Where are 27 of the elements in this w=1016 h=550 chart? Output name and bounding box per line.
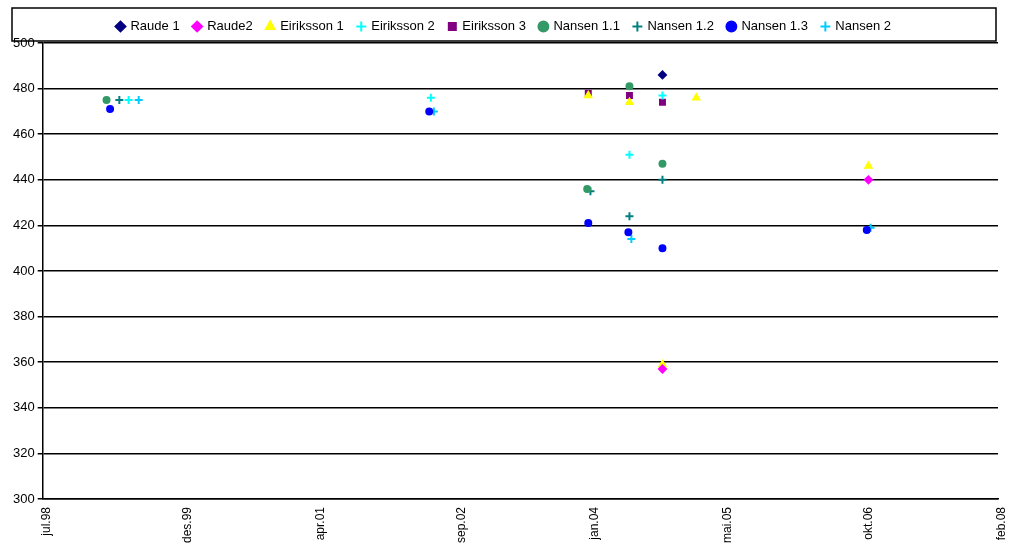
x-tick-label: okt.06 [861,506,876,540]
y-tick-label: 440 [12,171,35,187]
legend-label: Nansen 1.2 [647,18,714,34]
legend-label: Nansen 2 [835,18,892,34]
y-tick-label: 340 [12,399,35,415]
x-tick-label: apr.01 [313,506,328,541]
legend-label: Eiriksson 3 [462,18,526,34]
y-tick-label: 420 [12,216,35,232]
y-tick-label: 380 [12,308,35,324]
x-tick-label: sep.02 [454,506,469,543]
x-tick-label: jan.04 [587,506,602,541]
legend-label: Raude 1 [130,18,180,34]
y-tick-label: 480 [12,80,35,96]
legend-label: Eiriksson 1 [280,18,344,34]
y-tick-label: 300 [12,490,35,506]
legend-label: Raude2 [207,18,253,34]
x-tick-label: feb.08 [994,506,1009,541]
x-tick-label: des.99 [180,506,195,543]
x-tick-label: jul.98 [39,506,53,537]
y-tick-label: 320 [12,444,35,460]
legend-label: Nansen 1.3 [741,18,808,34]
y-tick-label: 460 [12,125,35,141]
legend-label: Eiriksson 2 [371,18,435,34]
y-tick-label: 400 [12,262,35,278]
x-tick-label: mai.05 [719,506,734,543]
legend-label: Nansen 1.1 [553,18,620,34]
y-tick-label: 360 [12,353,35,369]
